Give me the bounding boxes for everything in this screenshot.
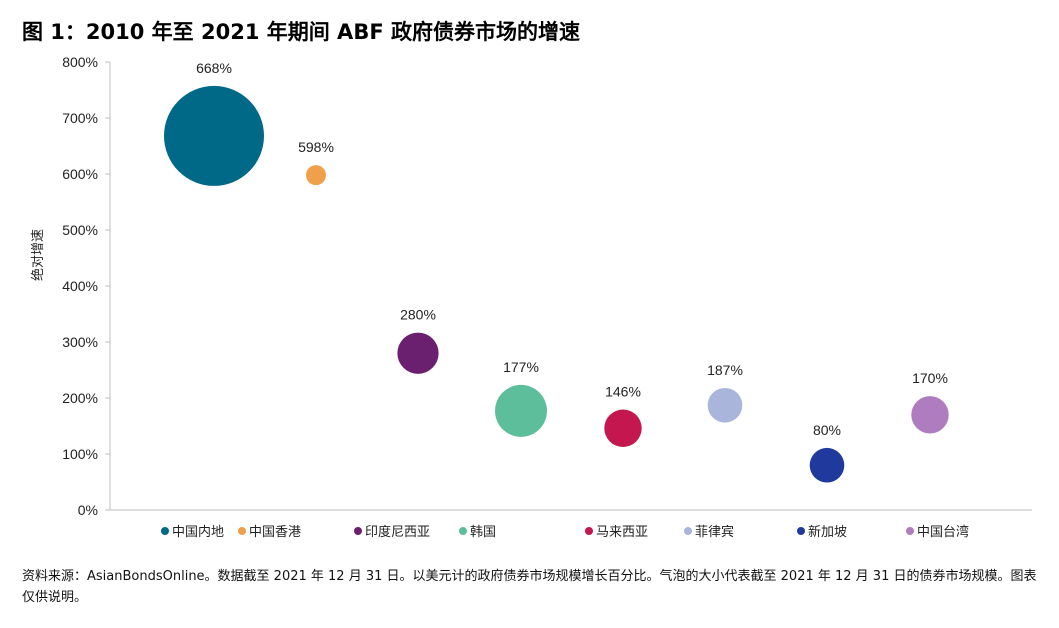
bubble (911, 396, 949, 434)
y-axis-ticks: 0% 100% 200% 300% 400% 500% 600% 700% 800% (62, 54, 110, 518)
bubble (397, 332, 439, 374)
legend-marker (906, 527, 914, 535)
legend-marker (161, 527, 169, 535)
chart-title: 图 1：2010 年至 2021 年期间 ABF 政府债券市场的增速 (22, 20, 580, 44)
legend-marker (459, 527, 467, 535)
legend: 中国内地 中国香港 印度尼西亚 韩国 马来西亚 菲律宾 新加坡 中国台湾 (161, 524, 969, 540)
bubble (495, 384, 547, 437)
data-label: 177% (503, 359, 539, 375)
y-tick-label: 200% (62, 390, 98, 406)
legend-label: 新加坡 (808, 524, 847, 540)
data-label: 668% (196, 60, 232, 76)
legend-label: 印度尼西亚 (365, 524, 430, 540)
data-label: 598% (298, 139, 334, 155)
y-tick-label: 0% (78, 502, 98, 518)
legend-label: 马来西亚 (596, 525, 648, 540)
data-label: 280% (400, 307, 436, 323)
y-tick-label: 700% (62, 110, 98, 126)
data-labels: 668% 598% 280% 177% 146% 187% 80% 170% (196, 60, 948, 438)
y-tick-label: 400% (62, 278, 98, 294)
legend-marker (238, 527, 246, 535)
legend-label: 中国内地 (172, 524, 224, 540)
y-tick-label: 100% (62, 446, 98, 462)
legend-label: 中国香港 (249, 525, 301, 540)
bubble (707, 387, 743, 423)
bubble (604, 409, 642, 447)
legend-marker (797, 527, 805, 535)
legend-marker (684, 527, 692, 535)
y-tick-label: 600% (62, 166, 98, 182)
y-axis-label: 绝对增速 (30, 229, 46, 281)
source-note: 资料来源：AsianBondsOnline。数据截至 2021 年 12 月 3… (22, 569, 1037, 605)
bubbles (164, 85, 949, 483)
legend-marker (354, 527, 362, 535)
bubble (306, 165, 326, 186)
data-label: 187% (707, 362, 743, 378)
y-tick-label: 800% (62, 54, 98, 70)
y-tick-label: 300% (62, 334, 98, 350)
bubble (809, 447, 845, 483)
y-tick-label: 500% (62, 222, 98, 238)
legend-label: 韩国 (470, 525, 496, 540)
data-label: 170% (912, 370, 948, 386)
legend-label: 中国台湾 (917, 524, 969, 540)
bubble (164, 85, 264, 186)
data-label: 146% (605, 384, 641, 400)
legend-label: 菲律宾 (695, 524, 734, 540)
data-label: 80% (813, 422, 841, 438)
legend-marker (585, 527, 593, 535)
